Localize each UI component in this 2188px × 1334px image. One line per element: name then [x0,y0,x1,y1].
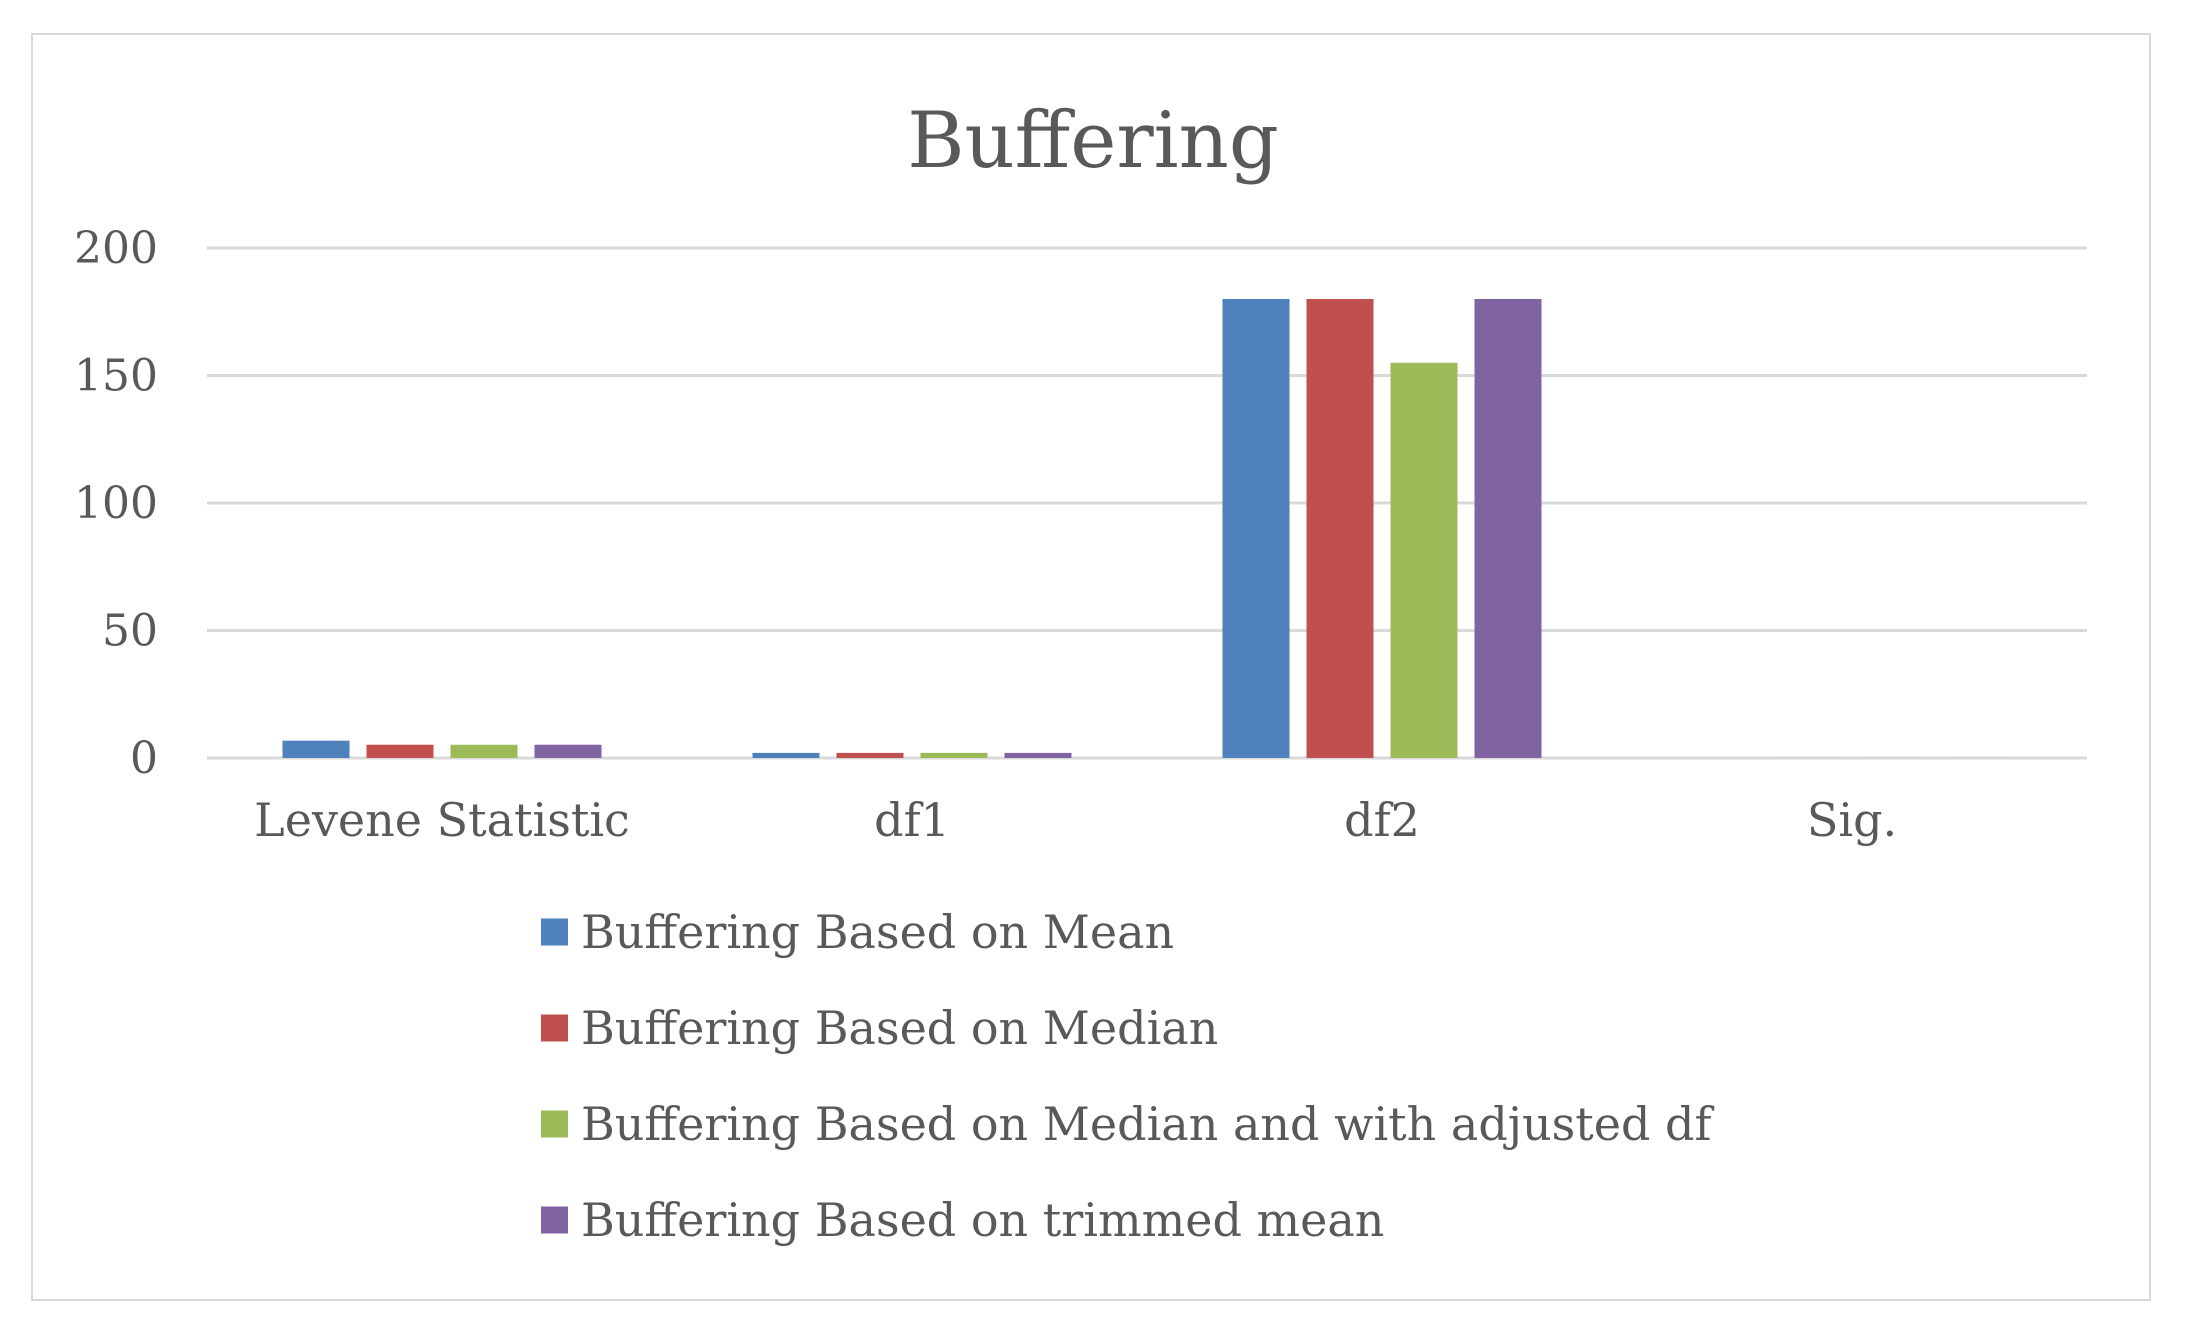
bars [282,299,2012,758]
y-tick-label: 150 [74,351,158,402]
bar [836,752,904,758]
bar-chart: Buffering 0 50 100 150 200 Levene Statistic d… [74,96,2087,1247]
legend-item: Buffering Based on Mean [541,905,1174,959]
legend-swatch [541,1014,568,1042]
y-axis-ticks: 0 50 100 150 200 [74,223,158,784]
bar [282,740,350,758]
legend-swatch [541,1110,568,1138]
gridlines [207,246,2087,760]
bar [1222,299,1290,758]
bar [534,744,602,758]
legend-item: Buffering Based on trimmed mean [541,1193,1384,1247]
y-tick-label: 200 [74,223,158,274]
legend-swatch [541,1206,568,1234]
chart-title: Buffering [907,96,1279,186]
bar [920,752,988,758]
bar [752,752,820,758]
x-tick-label: df1 [874,793,950,847]
x-tick-label: Levene Statistic [254,793,630,847]
legend-item: Buffering Based on Median [541,1001,1218,1055]
y-tick-label: 50 [102,606,158,657]
legend-label: Buffering Based on Median and with adjus… [581,1097,1714,1151]
bar [1306,299,1374,758]
y-tick-label: 0 [130,733,158,784]
legend: Buffering Based on Mean Buffering Based o… [541,905,1714,1247]
legend-label: Buffering Based on Median [581,1001,1218,1055]
y-tick-label: 100 [74,478,158,529]
x-tick-label: df2 [1344,793,1420,847]
chart-frame: Buffering 0 50 100 150 200 Levene Statistic d… [31,33,2151,1301]
legend-swatch [541,918,568,946]
legend-label: Buffering Based on trimmed mean [581,1193,1384,1247]
bar [1474,299,1542,758]
legend-label: Buffering Based on Mean [581,905,1174,959]
x-tick-label: Sig. [1807,793,1897,847]
bar [1390,362,1458,758]
legend-item: Buffering Based on Median and with adjus… [541,1097,1714,1151]
bar [1004,752,1072,758]
x-axis: Levene Statistic df1 df2 Sig. [254,793,1897,847]
bar [450,744,518,758]
bar [366,744,434,758]
